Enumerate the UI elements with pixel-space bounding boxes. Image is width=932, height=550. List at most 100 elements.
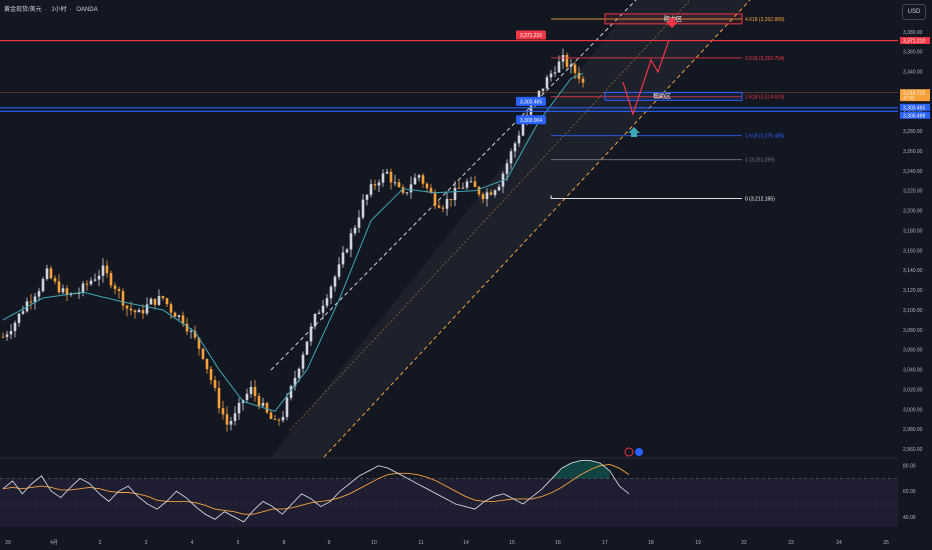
candle-body	[161, 296, 165, 299]
currency-button[interactable]: USD	[902, 4, 926, 20]
candle-body	[61, 288, 65, 293]
channel-upper-line	[270, 0, 637, 371]
candle-body	[269, 412, 273, 419]
candle-body	[573, 64, 577, 73]
candle-body	[545, 77, 549, 89]
candle-body	[193, 330, 197, 338]
y-tick-label: 3,260.00	[903, 149, 923, 155]
candle-body	[201, 348, 205, 359]
x-tick-label: 10	[371, 540, 377, 546]
candle-body	[77, 292, 81, 294]
candle-body	[197, 337, 201, 349]
axis-price-tag-text: 3,318.710	[903, 91, 925, 97]
candle-body	[569, 64, 573, 67]
candle-body	[89, 280, 93, 285]
candle-body	[325, 298, 329, 306]
candle-body	[389, 171, 393, 183]
candle-body	[253, 386, 257, 396]
candle-body	[41, 278, 45, 292]
y-tick-label: 3,040.00	[903, 368, 923, 374]
x-tick-label: 18	[648, 540, 654, 546]
channel-mid-line	[289, 0, 691, 431]
candle-body	[237, 402, 241, 414]
candle-body	[33, 296, 37, 302]
candle-body	[577, 72, 581, 79]
candle-body	[537, 90, 541, 98]
candle-body	[149, 298, 153, 305]
candle-body	[85, 283, 89, 285]
candle-body	[337, 264, 341, 277]
candle-body	[493, 190, 497, 195]
y-tick-label: 3,160.00	[903, 248, 923, 254]
candle-body	[65, 288, 69, 296]
candle-body	[425, 183, 429, 189]
candle-body	[133, 310, 137, 313]
candle-body	[517, 135, 521, 144]
candle-body	[113, 285, 117, 289]
candle-body	[213, 380, 217, 388]
candle-body	[217, 387, 221, 409]
candle-body	[157, 296, 161, 305]
candle-body	[469, 181, 473, 183]
candle-body	[305, 341, 309, 355]
candle-body	[45, 268, 49, 279]
axis-price-countdown: 47:33	[903, 96, 915, 101]
fib-level-label: 0 (3,212.165)	[745, 197, 775, 203]
candle-body	[381, 173, 385, 183]
candle-body	[365, 194, 369, 200]
level-tag-box	[516, 115, 546, 125]
candle-body	[357, 217, 361, 228]
candle-body	[541, 88, 545, 91]
candle-body	[553, 72, 557, 74]
candle-body	[121, 291, 125, 306]
y-tick-label: 3,060.00	[903, 348, 923, 354]
candle-body	[81, 283, 85, 293]
candle-body	[17, 313, 21, 323]
rsi-y-tick-label: 40.00	[903, 515, 916, 521]
candle-body	[497, 186, 501, 191]
candle-body	[405, 192, 409, 194]
candle-body	[353, 227, 357, 234]
y-tick-label: 3,340.00	[903, 70, 923, 76]
candle-body	[265, 402, 269, 413]
symbol-header[interactable]: 黄金现货/美元 · 1小时 · OANDA	[4, 7, 98, 13]
candle-body	[417, 175, 421, 178]
x-tick-label: 15	[509, 540, 515, 546]
candle-body	[185, 323, 189, 332]
source-label: OANDA	[76, 7, 98, 13]
y-tick-label: 3,100.00	[903, 308, 923, 314]
candle-body	[53, 278, 57, 282]
candle-body	[9, 331, 13, 335]
candle-body	[393, 182, 397, 184]
candle-body	[141, 310, 145, 314]
candle-body	[189, 330, 193, 332]
candle-body	[461, 187, 465, 189]
rsi-ma-line	[2, 463, 630, 515]
y-tick-label: 2,980.00	[903, 427, 923, 433]
x-tick-label: 11	[418, 540, 423, 546]
y-tick-label: 3,240.00	[903, 169, 923, 175]
symbol-name: 黄金现货/美元	[4, 7, 42, 13]
rsi-line	[2, 460, 630, 523]
x-tick-label: 17	[602, 540, 608, 546]
y-tick-label: 3,180.00	[903, 228, 923, 234]
candle-body	[441, 207, 445, 209]
candle-body	[5, 334, 9, 337]
level-tag-box	[516, 96, 546, 106]
candle-body	[273, 418, 277, 420]
level-tag-text: 3,371.210	[520, 33, 542, 39]
y-tick-label: 3,000.00	[903, 407, 923, 413]
candle-body	[489, 192, 493, 195]
candle-body	[385, 171, 389, 174]
candle-body	[137, 310, 141, 313]
candle-body	[369, 184, 373, 195]
candle-body	[277, 419, 281, 421]
candle-body	[293, 377, 297, 387]
x-tick-label: 14	[463, 540, 469, 546]
candle-body	[281, 416, 285, 421]
candle-body	[505, 163, 509, 174]
candle-body	[93, 279, 97, 281]
candle-body	[117, 288, 121, 292]
candle-body	[309, 326, 313, 342]
